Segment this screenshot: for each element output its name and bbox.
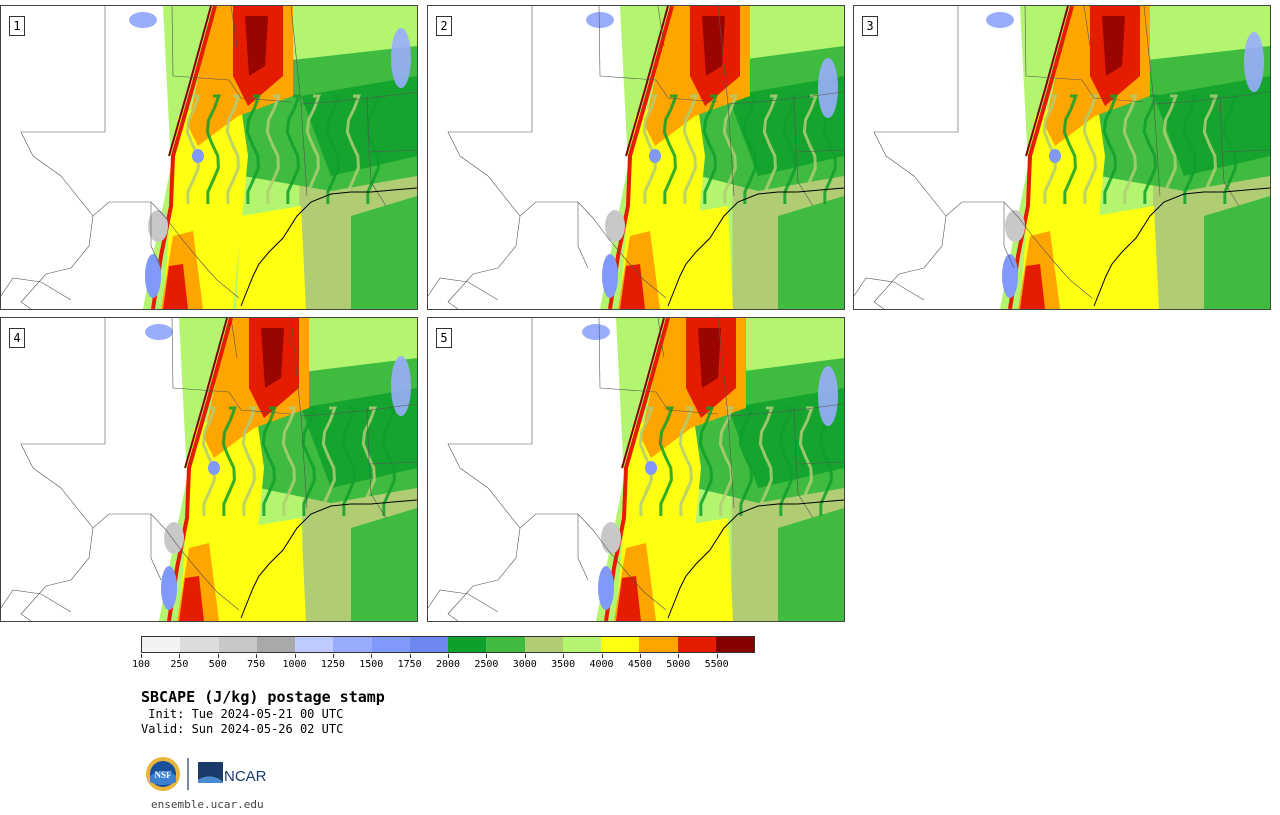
sbcape-map: [854, 6, 1270, 309]
colorbar-tick-label: 1500: [359, 659, 384, 670]
colorbar-tick: [601, 654, 603, 658]
colorbar-swatch: [524, 637, 563, 652]
colorbar-swatch: [180, 637, 219, 652]
colorbar-tick: [716, 654, 718, 658]
colorbar-swatch: [715, 637, 754, 652]
map-panel: 2: [427, 5, 845, 310]
map-panel: 5: [427, 317, 845, 622]
colorbar-tick-label: 1000: [282, 659, 307, 670]
site-url: ensemble.ucar.edu: [151, 798, 264, 811]
colorbar-tick: [256, 654, 258, 658]
colorbar: [141, 636, 755, 653]
nsf-logo-text: NSF: [154, 770, 172, 780]
map-panel: 3: [853, 5, 1271, 310]
nsf-logo: NSF: [146, 757, 180, 791]
colorbar-tick-label: 5000: [666, 659, 691, 670]
colorbar-tick: [448, 654, 449, 658]
colorbar-swatch: [142, 637, 181, 652]
colorbar-tick: [639, 654, 641, 658]
init-time: Init: Tue 2024-05-21 00 UTC: [141, 707, 344, 721]
colorbar-tick: [332, 654, 334, 658]
colorbar-tick: [678, 654, 680, 658]
colorbar-tick-label: 2000: [435, 659, 461, 670]
sbcape-map: [1, 6, 417, 309]
colorbar-tick-label: 250: [170, 659, 189, 670]
colorbar-tick-label: 3500: [551, 659, 576, 670]
colorbar-swatch: [218, 637, 257, 652]
colorbar-tick: [294, 654, 296, 658]
colorbar-tick-label: 1750: [397, 659, 422, 670]
colorbar-tick: [371, 654, 373, 658]
valid-time: Valid: Sun 2024-05-26 02 UTC: [141, 722, 344, 736]
colorbar-swatch: [639, 637, 678, 652]
colorbar-swatch: [562, 637, 601, 652]
colorbar-swatch: [486, 637, 525, 652]
ncar-logo-text: NCAR: [224, 768, 267, 785]
colorbar-swatch: [333, 637, 372, 652]
colorbar-tick-label: 2500: [474, 659, 499, 670]
sbcape-map: [1, 318, 417, 621]
member-label: 3: [862, 16, 878, 36]
colorbar-tick-label: 500: [208, 659, 227, 670]
colorbar-tick: [563, 654, 565, 658]
member-label: 5: [436, 328, 452, 348]
colorbar-tick: [524, 654, 526, 658]
colorbar-tick: [409, 654, 411, 658]
colorbar-tick-label: 750: [247, 659, 266, 670]
colorbar-swatch: [448, 637, 487, 652]
member-label: 2: [436, 16, 452, 36]
colorbar-tick-label: 1250: [320, 659, 345, 670]
colorbar-tick-label: 5500: [704, 659, 729, 670]
sbcape-map: [428, 318, 844, 621]
colorbar-ticks: 100 250 500 750 1000 1250 1500 1750 2000 2500 3000…: [132, 654, 755, 676]
colorbar-swatch: [295, 637, 334, 652]
member-label: 1: [9, 16, 25, 36]
colorbar-tick-label: 4000: [589, 659, 614, 670]
colorbar-swatch: [409, 637, 448, 652]
colorbar-swatch: [371, 637, 410, 652]
logos: NSF NCAR: [146, 757, 267, 791]
colorbar-swatch: [601, 637, 640, 652]
ncar-logo: NCAR: [198, 762, 267, 785]
colorbar-swatch: [677, 637, 716, 652]
colorbar-tick-label: 3000: [512, 659, 537, 670]
colorbar-tick: [217, 654, 219, 658]
colorbar-tick-label: 4500: [627, 659, 652, 670]
member-label: 4: [9, 328, 25, 348]
colorbar-tick: [486, 654, 488, 658]
sbcape-map: [428, 6, 844, 309]
figure-title: SBCAPE (J/kg) postage stamp: [141, 688, 385, 706]
map-panel: 4: [0, 317, 418, 622]
colorbar-swatch: [256, 637, 295, 652]
colorbar-tick: [179, 654, 181, 658]
map-panel: 1: [0, 5, 418, 310]
colorbar-tick-label: 100: [131, 659, 151, 670]
colorbar-tick: [141, 654, 142, 658]
